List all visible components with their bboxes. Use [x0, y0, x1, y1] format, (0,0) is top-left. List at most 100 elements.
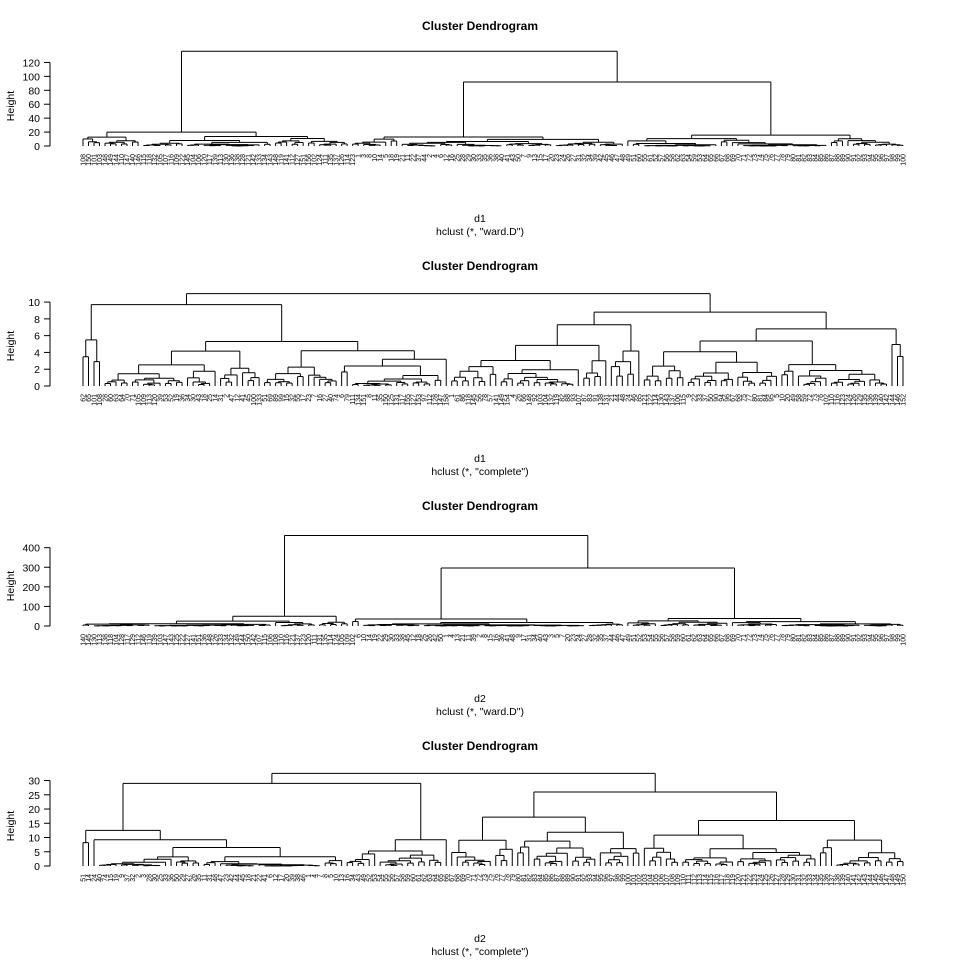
leaf-label: 14 [367, 634, 374, 642]
leaf-label: 128 [119, 634, 126, 646]
leaf-label: 39 [471, 634, 478, 642]
leaf-label: 4 [510, 394, 517, 398]
leaf-label: 28 [103, 394, 110, 402]
y-tick-label: 80 [28, 85, 40, 97]
leaf-label: 17 [543, 154, 550, 162]
leaf-label: 55 [653, 634, 660, 642]
leaf-label: 97 [884, 154, 891, 162]
leaf-label: 120 [202, 154, 209, 166]
leaf-label: 142 [856, 874, 863, 886]
leaf-label: 134 [224, 634, 231, 646]
leaf-label: 70 [735, 154, 742, 162]
leaf-label: 109 [345, 634, 352, 646]
leaf-label: 31 [207, 874, 214, 882]
leaf-label: 44 [614, 394, 621, 402]
leaf-label: 56 [477, 394, 484, 402]
leaf-label: 136 [867, 394, 874, 406]
leaf-label: 149 [108, 154, 115, 166]
leaf-label: 93 [862, 634, 869, 642]
leaf-label: 18 [389, 154, 396, 162]
leaf-label: 141 [851, 874, 858, 886]
leaf-label: 7 [521, 154, 528, 158]
leaf-label: 102 [823, 394, 830, 406]
leaf-label: 20 [565, 634, 572, 642]
leaf-label: 95 [873, 634, 880, 642]
leaf-label: 30 [191, 394, 198, 402]
leaf-label: 120 [735, 874, 742, 886]
leaf-label: 45 [240, 874, 247, 882]
leaf-label: 72 [807, 394, 814, 402]
leaf-label: 115 [708, 874, 715, 885]
leaf-label: 158 [444, 394, 451, 406]
leaf-label: 141 [493, 394, 500, 406]
leaf-label: 82 [801, 634, 808, 642]
leaf-label: 90 [713, 394, 720, 402]
leaf-label: 18 [246, 874, 253, 882]
y-tick-label: 60 [28, 99, 40, 111]
leaf-label: 145 [471, 394, 478, 406]
dendrogram-panel-3: Cluster Dendrogram Height 0 100 200 300 400 1… [0, 480, 960, 720]
leaf-label: 75 [763, 634, 770, 642]
leaf-label: 58 [669, 154, 676, 162]
leaf-label: 19 [372, 634, 379, 642]
method-subtitle: hclust (*, "complete") [431, 946, 529, 958]
leaf-label: 116 [284, 634, 291, 645]
leaf-label: 110 [279, 634, 286, 645]
leaf-label: 123 [350, 154, 357, 166]
leaf-label: 126 [339, 154, 346, 166]
leaf-label: 42 [229, 874, 236, 882]
leaf-label: 77 [774, 154, 781, 162]
leaf-label: 56 [658, 634, 665, 642]
leaf-label: 57 [658, 154, 665, 162]
leaf-label: 147 [163, 634, 170, 646]
leaf-label: 66 [713, 154, 720, 162]
leaf-label: 59 [801, 394, 808, 402]
leaf-label: 127 [774, 874, 781, 886]
leaf-label: 57 [488, 394, 495, 402]
leaf-label: 137 [295, 634, 302, 646]
y-tick-label: 100 [22, 71, 40, 83]
leaf-label: 88 [565, 394, 572, 402]
leaf-label: 71 [471, 874, 478, 882]
leaf-label: 131 [317, 634, 324, 646]
leaf-label: 64 [702, 154, 709, 162]
leaf-label: 84 [812, 634, 819, 642]
leaf-label: 104 [114, 634, 121, 646]
leaf-label: 108 [81, 154, 88, 166]
leaf-label: 14 [378, 154, 385, 162]
y-tick-label: 10 [28, 833, 40, 845]
leaf-label: 35 [378, 394, 385, 402]
leaf-label: 90 [845, 634, 852, 642]
leaf-label: 111 [686, 874, 693, 885]
leaf-label: 62 [81, 394, 88, 402]
leaf-label: 131 [394, 394, 401, 406]
leaf-label: 41 [240, 394, 247, 402]
leaf-label: 91 [576, 874, 583, 882]
leaf-label: 63 [697, 634, 704, 642]
leaf-label: 148 [273, 154, 280, 166]
leaf-label: 8 [367, 154, 374, 158]
leaf-label: 90 [845, 154, 852, 162]
leaf-label: 145 [86, 634, 93, 646]
leaf-label: 119 [730, 874, 737, 885]
leaf-label: 143 [268, 154, 275, 166]
leaf-label: 66 [713, 634, 720, 642]
y-tick-label: 200 [22, 582, 40, 594]
leaf-label: 28 [460, 154, 467, 162]
leaf-label: 68 [735, 394, 742, 402]
leaf-label: 22 [378, 634, 385, 642]
leaf-label: 21 [400, 154, 407, 162]
leaf-label: 151 [196, 634, 203, 646]
leaf-label: 90 [570, 874, 577, 882]
leaf-label: 116 [834, 394, 841, 405]
y-tick-label: 10 [28, 297, 40, 309]
leaf-label: 70 [466, 874, 473, 882]
leaf-label: 82 [559, 394, 566, 402]
leaf-label: 78 [482, 394, 489, 402]
leaf-label: 39 [290, 874, 297, 882]
leaf-label: 103 [537, 394, 544, 406]
leaf-label: 117 [400, 394, 407, 405]
leaf-label: 30 [471, 154, 478, 162]
y-tick-label: 5 [34, 847, 40, 859]
leaf-label: 113 [97, 634, 104, 645]
